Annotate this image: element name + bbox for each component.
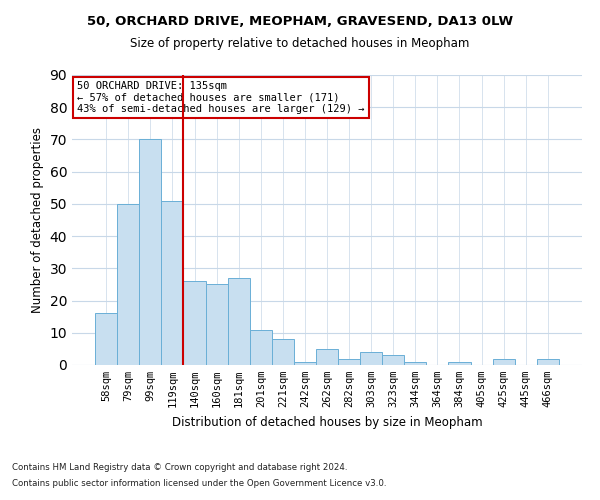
Text: Contains HM Land Registry data © Crown copyright and database right 2024.: Contains HM Land Registry data © Crown c… — [12, 464, 347, 472]
Text: 50, ORCHARD DRIVE, MEOPHAM, GRAVESEND, DA13 0LW: 50, ORCHARD DRIVE, MEOPHAM, GRAVESEND, D… — [87, 15, 513, 28]
X-axis label: Distribution of detached houses by size in Meopham: Distribution of detached houses by size … — [172, 416, 482, 428]
Bar — [227, 278, 250, 365]
Bar — [404, 362, 427, 365]
Bar — [537, 358, 559, 365]
Bar — [448, 362, 470, 365]
Bar — [206, 284, 227, 365]
Bar — [161, 200, 184, 365]
Bar — [382, 356, 404, 365]
Text: Size of property relative to detached houses in Meopham: Size of property relative to detached ho… — [130, 38, 470, 51]
Bar — [95, 314, 117, 365]
Bar — [250, 330, 272, 365]
Bar — [294, 362, 316, 365]
Y-axis label: Number of detached properties: Number of detached properties — [31, 127, 44, 313]
Bar — [272, 339, 294, 365]
Bar — [117, 204, 139, 365]
Bar — [184, 281, 206, 365]
Bar — [493, 358, 515, 365]
Text: Contains public sector information licensed under the Open Government Licence v3: Contains public sector information licen… — [12, 478, 386, 488]
Bar — [360, 352, 382, 365]
Bar — [139, 140, 161, 365]
Text: 50 ORCHARD DRIVE: 135sqm
← 57% of detached houses are smaller (171)
43% of semi-: 50 ORCHARD DRIVE: 135sqm ← 57% of detach… — [77, 81, 365, 114]
Bar — [316, 349, 338, 365]
Bar — [338, 358, 360, 365]
